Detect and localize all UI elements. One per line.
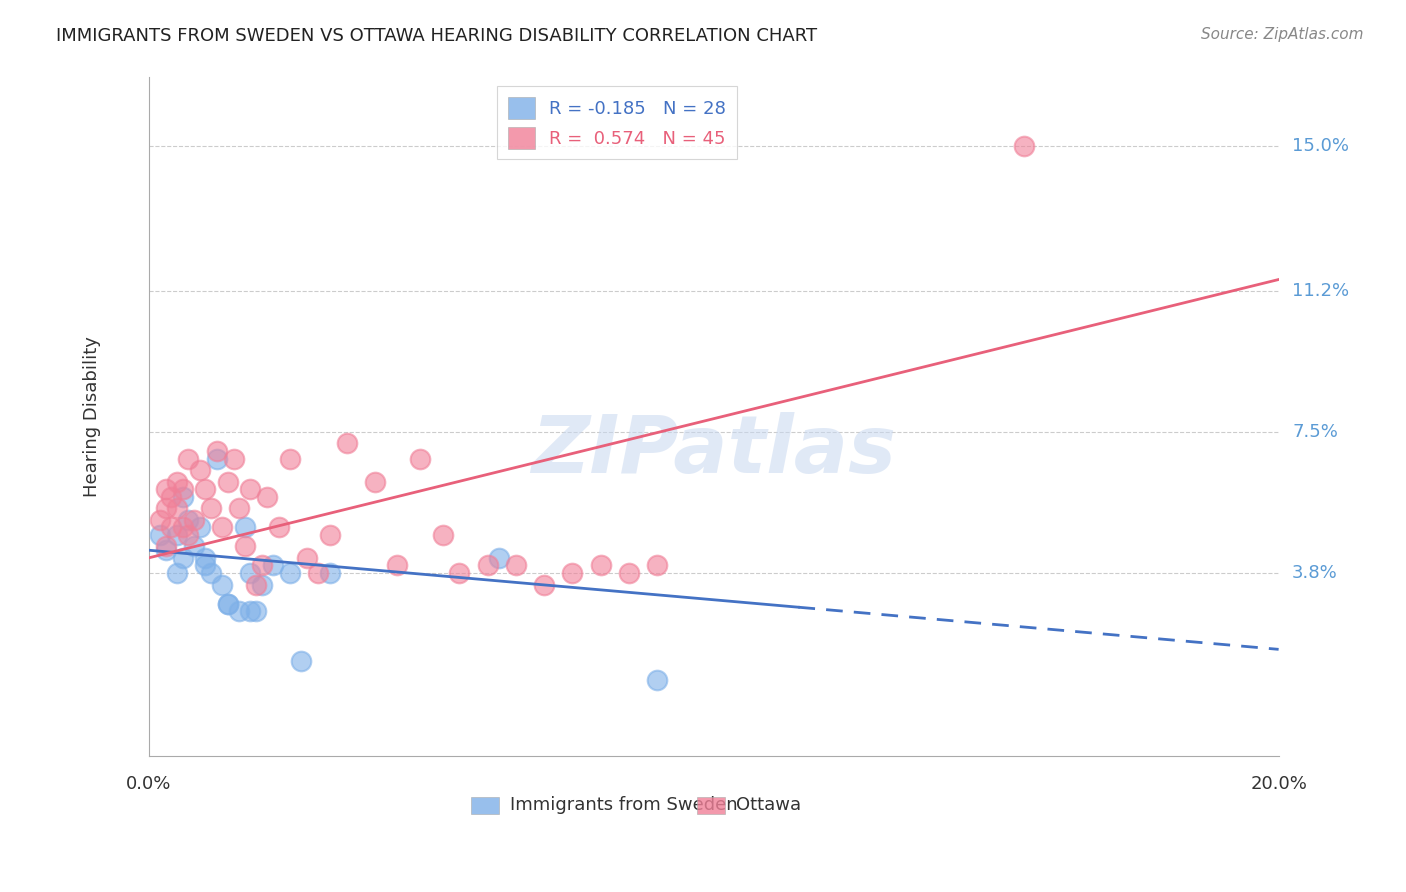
Point [155,501,177,516]
Point [256,490,278,504]
Text: Hearing Disability: Hearing Disability [83,336,101,497]
Point [1014,139,1036,153]
Point [239,482,262,496]
Point [177,528,200,542]
Point [166,501,188,516]
Point [239,604,262,618]
Point [149,513,172,527]
FancyBboxPatch shape [697,797,725,814]
Point [645,673,668,687]
Point [160,520,183,534]
Text: Ottawa: Ottawa [737,796,801,814]
Legend: R = -0.185   N = 28, R =  0.574   N = 45: R = -0.185 N = 28, R = 0.574 N = 45 [496,87,737,160]
Point [267,520,290,534]
Point [239,566,262,580]
Point [318,528,340,542]
Point [194,550,217,565]
Point [217,597,239,611]
Point [183,513,205,527]
Point [533,577,555,591]
Point [149,528,172,542]
Point [166,475,188,489]
Point [432,528,454,542]
Point [166,528,188,542]
Point [172,490,194,504]
Point [222,451,245,466]
Text: 15.0%: 15.0% [1292,137,1350,155]
Point [250,577,273,591]
Point [561,566,583,580]
Point [233,540,256,554]
Text: IMMIGRANTS FROM SWEDEN VS OTTAWA HEARING DISABILITY CORRELATION CHART: IMMIGRANTS FROM SWEDEN VS OTTAWA HEARING… [56,27,817,45]
Point [505,558,527,573]
Point [228,501,250,516]
Point [205,444,228,458]
Text: 11.2%: 11.2% [1292,282,1350,300]
Text: 20.0%: 20.0% [1250,775,1308,793]
Point [488,550,510,565]
Point [183,540,205,554]
Text: 0.0%: 0.0% [127,775,172,793]
Point [245,577,267,591]
Point [177,451,200,466]
FancyBboxPatch shape [471,797,499,814]
Point [364,475,387,489]
Point [477,558,499,573]
Point [172,482,194,496]
Point [155,540,177,554]
Point [645,558,668,573]
Text: ZIPatlas: ZIPatlas [531,412,896,490]
Point [295,550,318,565]
Point [177,513,200,527]
Point [172,520,194,534]
Point [589,558,612,573]
Point [188,520,211,534]
Point [262,558,284,573]
Point [278,451,301,466]
Text: Source: ZipAtlas.com: Source: ZipAtlas.com [1201,27,1364,42]
Point [217,597,239,611]
Point [307,566,329,580]
Point [188,463,211,477]
Text: Immigrants from Sweden: Immigrants from Sweden [510,796,738,814]
Point [409,451,432,466]
Point [200,501,222,516]
Point [200,566,222,580]
Point [194,558,217,573]
Point [290,654,312,668]
Point [245,604,267,618]
Point [166,566,188,580]
Point [617,566,640,580]
Point [211,577,233,591]
Point [228,604,250,618]
Point [194,482,217,496]
Point [172,550,194,565]
Point [160,490,183,504]
Text: 3.8%: 3.8% [1292,564,1339,582]
Point [211,520,233,534]
Point [387,558,409,573]
Point [278,566,301,580]
Point [155,482,177,496]
Point [318,566,340,580]
Point [205,451,228,466]
Point [233,520,256,534]
Point [250,558,273,573]
Text: 7.5%: 7.5% [1292,423,1339,441]
Point [449,566,471,580]
Point [155,543,177,558]
Point [335,436,357,450]
Point [217,475,239,489]
